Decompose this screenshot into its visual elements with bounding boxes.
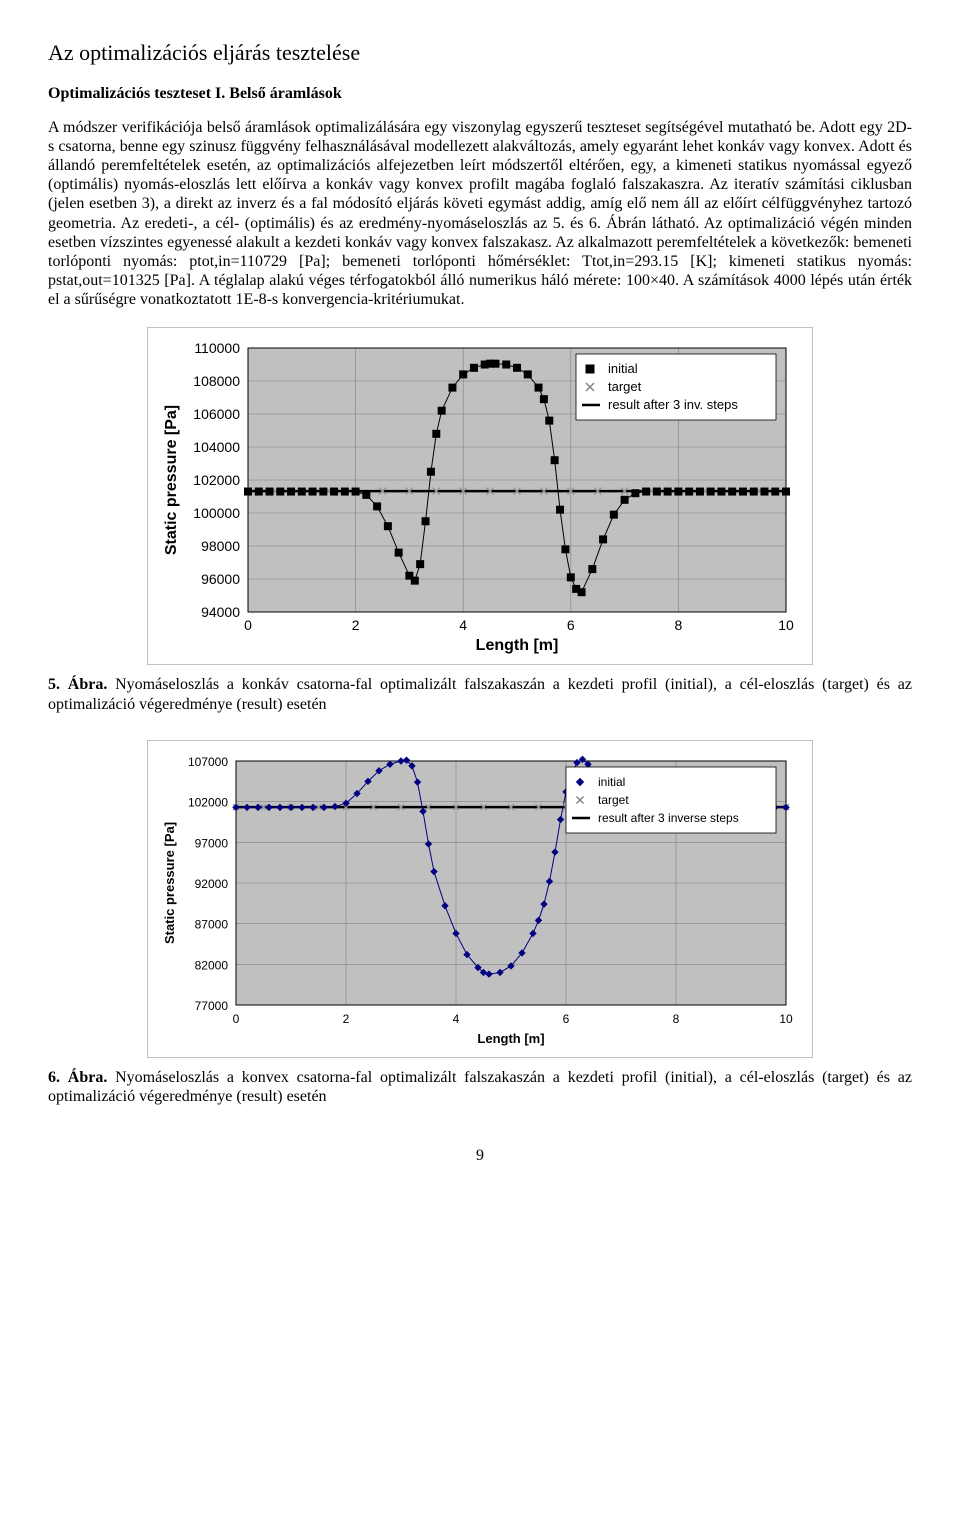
- svg-text:0: 0: [244, 617, 252, 633]
- svg-text:102000: 102000: [188, 795, 228, 809]
- figure-6-box: 0 2 4 6 8 10 77000 82000 87000 92000 97000 102000 10…: [147, 740, 813, 1058]
- svg-text:0: 0: [233, 1012, 240, 1026]
- svg-text:result after 3 inv. steps: result after 3 inv. steps: [608, 397, 738, 412]
- figure-5-chart: 0 2 4 6 8 10 94000 96000 98000 100000 102000 104000…: [158, 338, 798, 658]
- svg-text:Length [m]: Length [m]: [476, 637, 559, 654]
- figure-5-wrap: 0 2 4 6 8 10 94000 96000 98000 100000 102000 104000…: [48, 327, 912, 665]
- figure-5-caption-rest: Nyomáseloszlás a konkáv csatorna-fal opt…: [48, 676, 912, 712]
- svg-text:Static pressure [Pa]: Static pressure [Pa]: [163, 405, 180, 555]
- svg-text:92000: 92000: [195, 877, 229, 891]
- figure-6-caption: 6. Ábra. Nyomáseloszlás a konvex csatorn…: [48, 1068, 912, 1106]
- svg-text:target: target: [598, 793, 629, 807]
- svg-text:initial: initial: [598, 775, 625, 789]
- svg-text:Length [m]: Length [m]: [477, 1031, 544, 1046]
- svg-text:106000: 106000: [193, 406, 240, 422]
- svg-text:108000: 108000: [193, 373, 240, 389]
- svg-text:10: 10: [778, 617, 794, 633]
- svg-text:102000: 102000: [193, 472, 240, 488]
- svg-text:77000: 77000: [195, 999, 229, 1013]
- svg-text:97000: 97000: [195, 836, 229, 850]
- figure-6-caption-rest: Nyomáseloszlás a konvex csatorna-fal opt…: [48, 1069, 912, 1105]
- svg-text:100000: 100000: [193, 505, 240, 521]
- svg-text:87000: 87000: [195, 917, 229, 931]
- figure-6-wrap: 0 2 4 6 8 10 77000 82000 87000 92000 97000 102000 10…: [48, 740, 912, 1058]
- section-subtitle: Optimalizációs teszteset I. Belső áramlá…: [48, 84, 912, 103]
- svg-text:8: 8: [675, 617, 683, 633]
- page-number: 9: [48, 1146, 912, 1165]
- svg-text:104000: 104000: [193, 439, 240, 455]
- svg-text:result after 3 inverse steps: result after 3 inverse steps: [598, 811, 739, 825]
- body-paragraph: A módszer verifikációja belső áramlások …: [48, 118, 912, 310]
- svg-text:target: target: [608, 379, 642, 394]
- svg-text:10: 10: [779, 1012, 793, 1026]
- svg-text:82000: 82000: [195, 958, 229, 972]
- svg-text:8: 8: [673, 1012, 680, 1026]
- figure-5-box: 0 2 4 6 8 10 94000 96000 98000 100000 102000 104000…: [147, 327, 813, 665]
- svg-text:2: 2: [343, 1012, 350, 1026]
- svg-text:2: 2: [352, 617, 360, 633]
- figure-5-caption: 5. Ábra. Nyomáseloszlás a konkáv csatorn…: [48, 675, 912, 713]
- svg-text:107000: 107000: [188, 755, 228, 769]
- svg-text:6: 6: [567, 617, 575, 633]
- svg-text:initial: initial: [608, 361, 638, 376]
- svg-text:Static pressure [Pa]: Static pressure [Pa]: [162, 822, 177, 944]
- svg-text:110000: 110000: [194, 340, 240, 356]
- figure-6-caption-bold: 6. Ábra.: [48, 1069, 107, 1086]
- svg-text:96000: 96000: [201, 571, 240, 587]
- svg-text:6: 6: [563, 1012, 570, 1026]
- figure-6-chart: 0 2 4 6 8 10 77000 82000 87000 92000 97000 102000 10…: [158, 751, 798, 1051]
- svg-text:4: 4: [453, 1012, 460, 1026]
- svg-text:98000: 98000: [201, 538, 240, 554]
- figure-5-caption-bold: 5. Ábra.: [48, 676, 107, 693]
- svg-text:4: 4: [459, 617, 467, 633]
- section-title: Az optimalizációs eljárás tesztelése: [48, 40, 912, 66]
- svg-text:94000: 94000: [201, 604, 240, 620]
